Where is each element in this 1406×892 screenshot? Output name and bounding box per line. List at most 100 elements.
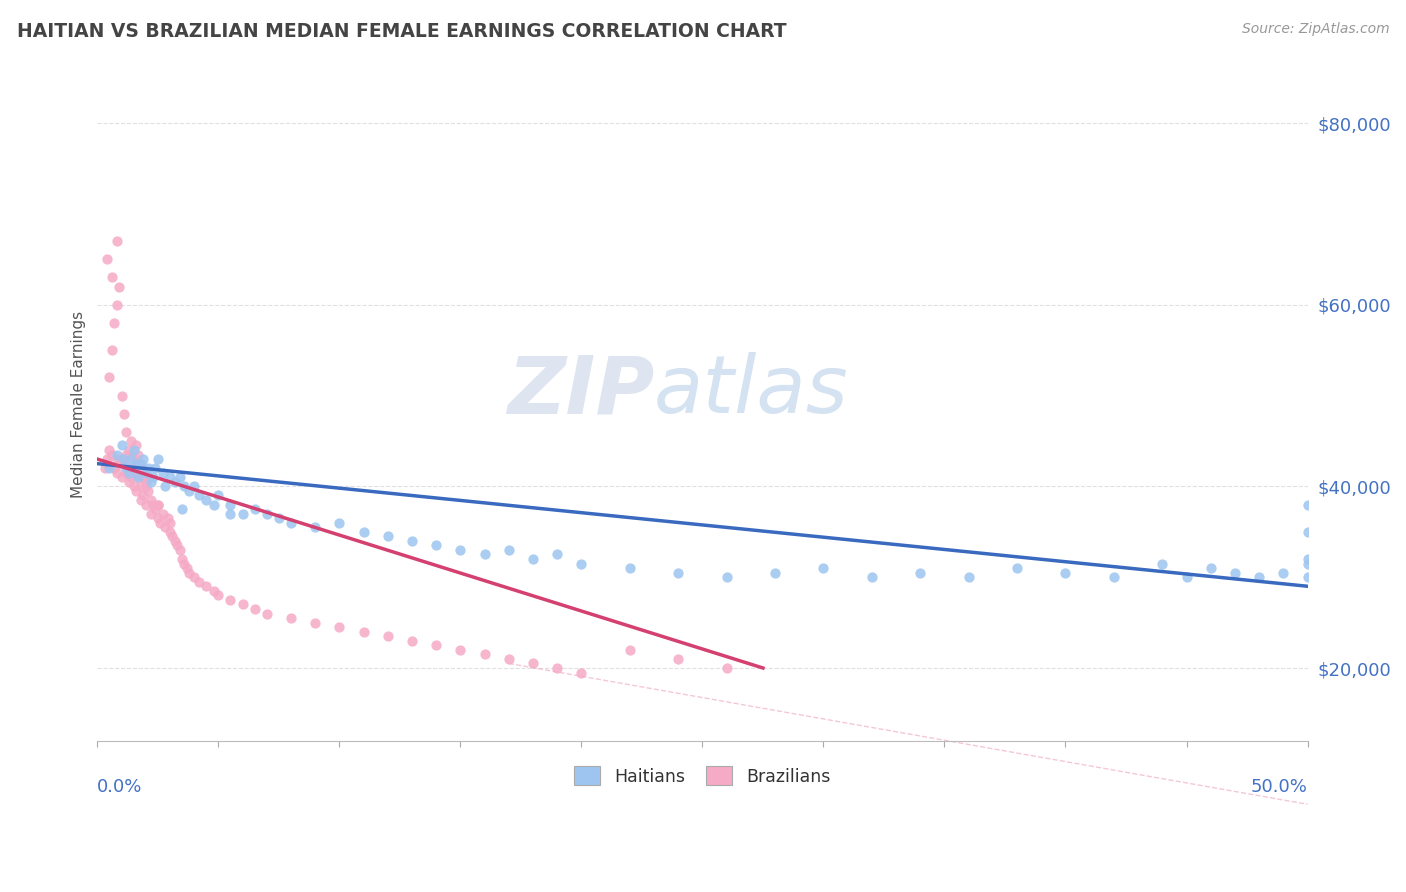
Point bbox=[716, 570, 738, 584]
Point bbox=[474, 648, 496, 662]
Point bbox=[449, 543, 471, 558]
Point bbox=[152, 466, 174, 480]
Point bbox=[169, 470, 191, 484]
Point bbox=[179, 566, 201, 580]
Point bbox=[522, 657, 544, 671]
Point bbox=[1175, 570, 1198, 584]
Point bbox=[243, 602, 266, 616]
Point bbox=[304, 615, 326, 630]
Point bbox=[129, 457, 152, 471]
Point bbox=[108, 457, 131, 471]
Point bbox=[243, 502, 266, 516]
Point bbox=[256, 607, 278, 621]
Point bbox=[118, 475, 141, 489]
Point bbox=[129, 493, 152, 508]
Point bbox=[716, 661, 738, 675]
Point bbox=[146, 498, 169, 512]
Point bbox=[153, 520, 176, 534]
Point bbox=[377, 629, 399, 643]
Point bbox=[666, 566, 689, 580]
Point bbox=[128, 470, 150, 484]
Point bbox=[571, 665, 593, 680]
Point bbox=[910, 566, 932, 580]
Point bbox=[103, 316, 125, 330]
Point bbox=[132, 452, 155, 467]
Point bbox=[135, 498, 157, 512]
Point bbox=[128, 448, 150, 462]
Point bbox=[1102, 570, 1125, 584]
Point bbox=[118, 442, 141, 457]
Point bbox=[105, 466, 128, 480]
Point bbox=[219, 507, 242, 521]
Point bbox=[280, 516, 302, 530]
Point bbox=[98, 370, 121, 384]
Point bbox=[219, 593, 242, 607]
Point bbox=[170, 502, 193, 516]
Point bbox=[401, 533, 423, 548]
Point bbox=[179, 483, 201, 498]
Point bbox=[498, 652, 520, 666]
Text: HAITIAN VS BRAZILIAN MEDIAN FEMALE EARNINGS CORRELATION CHART: HAITIAN VS BRAZILIAN MEDIAN FEMALE EARNI… bbox=[17, 22, 786, 41]
Point bbox=[256, 507, 278, 521]
Point bbox=[449, 643, 471, 657]
Point bbox=[219, 498, 242, 512]
Point bbox=[163, 475, 186, 489]
Point bbox=[136, 461, 159, 475]
Point bbox=[162, 529, 184, 543]
Point bbox=[763, 566, 786, 580]
Point bbox=[125, 438, 148, 452]
Point bbox=[135, 466, 157, 480]
Point bbox=[96, 252, 118, 267]
Point bbox=[232, 598, 254, 612]
Point bbox=[183, 570, 205, 584]
Point bbox=[176, 561, 198, 575]
Text: 50.0%: 50.0% bbox=[1251, 778, 1308, 796]
Point bbox=[546, 661, 568, 675]
Point bbox=[120, 470, 142, 484]
Point bbox=[474, 548, 496, 562]
Point bbox=[353, 624, 375, 639]
Text: ZIP: ZIP bbox=[506, 352, 654, 430]
Point bbox=[96, 452, 118, 467]
Point bbox=[120, 452, 142, 467]
Point bbox=[122, 479, 145, 493]
Point bbox=[153, 479, 176, 493]
Point bbox=[139, 507, 162, 521]
Point bbox=[957, 570, 980, 584]
Point bbox=[115, 448, 138, 462]
Point bbox=[202, 583, 225, 598]
Text: Source: ZipAtlas.com: Source: ZipAtlas.com bbox=[1241, 22, 1389, 37]
Point bbox=[115, 466, 138, 480]
Point bbox=[166, 538, 188, 552]
Point bbox=[146, 511, 169, 525]
Point bbox=[425, 538, 447, 552]
Point bbox=[115, 425, 138, 439]
Point bbox=[267, 511, 290, 525]
Point bbox=[619, 561, 641, 575]
Point bbox=[1005, 561, 1028, 575]
Point bbox=[280, 611, 302, 625]
Point bbox=[139, 475, 162, 489]
Point bbox=[152, 507, 174, 521]
Point bbox=[129, 461, 152, 475]
Point bbox=[207, 588, 229, 602]
Point bbox=[122, 442, 145, 457]
Point bbox=[1152, 557, 1174, 571]
Legend: Haitians, Brazilians: Haitians, Brazilians bbox=[568, 759, 838, 792]
Point bbox=[188, 574, 211, 589]
Point bbox=[98, 461, 121, 475]
Point bbox=[135, 475, 157, 489]
Point bbox=[125, 457, 148, 471]
Point bbox=[105, 234, 128, 248]
Point bbox=[122, 452, 145, 467]
Point bbox=[105, 448, 128, 462]
Point bbox=[105, 452, 128, 467]
Point bbox=[118, 466, 141, 480]
Point bbox=[132, 470, 155, 484]
Point bbox=[202, 498, 225, 512]
Point bbox=[101, 270, 124, 285]
Point bbox=[813, 561, 835, 575]
Point bbox=[619, 643, 641, 657]
Point bbox=[129, 479, 152, 493]
Point bbox=[401, 633, 423, 648]
